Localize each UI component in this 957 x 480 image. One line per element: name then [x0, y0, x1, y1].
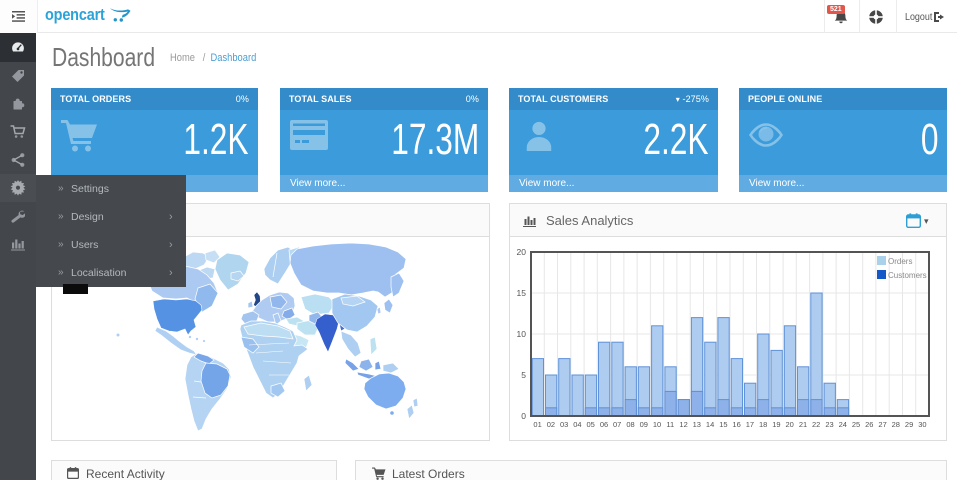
svg-text:06: 06 [600, 420, 608, 429]
svg-text:27: 27 [878, 420, 886, 429]
svg-text:15: 15 [719, 420, 727, 429]
svg-text:Customers: Customers [888, 271, 927, 280]
svg-text:25: 25 [852, 420, 860, 429]
svg-text:03: 03 [560, 420, 568, 429]
svg-text:15: 15 [517, 288, 527, 298]
svg-text:08: 08 [626, 420, 634, 429]
svg-text:16: 16 [732, 420, 740, 429]
svg-text:19: 19 [772, 420, 780, 429]
svg-text:18: 18 [759, 420, 767, 429]
svg-text:09: 09 [640, 420, 648, 429]
svg-text:04: 04 [573, 420, 581, 429]
svg-text:13: 13 [693, 420, 701, 429]
svg-text:07: 07 [613, 420, 621, 429]
svg-text:23: 23 [825, 420, 833, 429]
svg-text:01: 01 [533, 420, 541, 429]
svg-text:20: 20 [786, 420, 794, 429]
svg-text:30: 30 [918, 420, 926, 429]
svg-text:14: 14 [706, 420, 714, 429]
svg-text:26: 26 [865, 420, 873, 429]
svg-text:0: 0 [521, 411, 526, 421]
svg-text:22: 22 [812, 420, 820, 429]
svg-text:10: 10 [517, 329, 527, 339]
svg-text:5: 5 [521, 370, 526, 380]
svg-text:02: 02 [547, 420, 555, 429]
svg-text:28: 28 [892, 420, 900, 429]
svg-text:17: 17 [746, 420, 754, 429]
svg-text:20: 20 [517, 247, 527, 257]
svg-text:29: 29 [905, 420, 913, 429]
svg-text:11: 11 [666, 420, 674, 429]
svg-text:24: 24 [839, 420, 847, 429]
svg-text:10: 10 [653, 420, 661, 429]
svg-text:Orders: Orders [888, 257, 912, 266]
svg-text:21: 21 [799, 420, 807, 429]
svg-text:12: 12 [679, 420, 687, 429]
svg-text:05: 05 [587, 420, 595, 429]
